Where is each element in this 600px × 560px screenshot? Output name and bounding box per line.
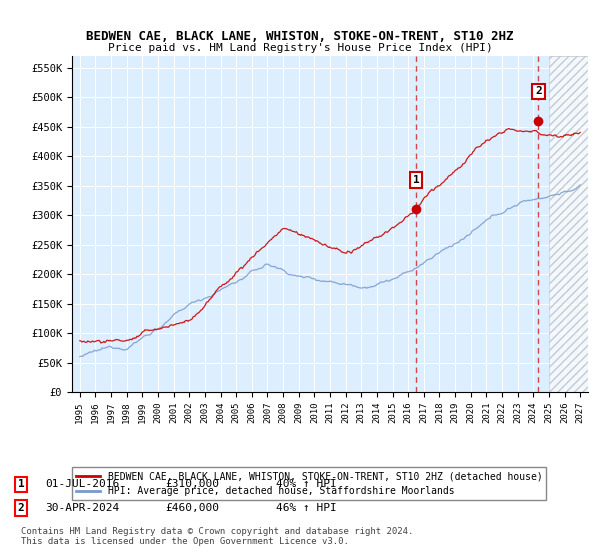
Text: £460,000: £460,000 — [165, 503, 219, 513]
Legend: BEDWEN CAE, BLACK LANE, WHISTON, STOKE-ON-TRENT, ST10 2HZ (detached house), HPI:: BEDWEN CAE, BLACK LANE, WHISTON, STOKE-O… — [72, 468, 547, 500]
Text: 01-JUL-2016: 01-JUL-2016 — [45, 479, 119, 489]
Text: 2: 2 — [17, 503, 25, 513]
Text: Contains HM Land Registry data © Crown copyright and database right 2024.
This d: Contains HM Land Registry data © Crown c… — [21, 526, 413, 546]
Text: Price paid vs. HM Land Registry's House Price Index (HPI): Price paid vs. HM Land Registry's House … — [107, 43, 493, 53]
Text: 2: 2 — [535, 86, 542, 96]
Text: 1: 1 — [413, 175, 419, 185]
Text: 40% ↑ HPI: 40% ↑ HPI — [276, 479, 337, 489]
Text: BEDWEN CAE, BLACK LANE, WHISTON, STOKE-ON-TRENT, ST10 2HZ: BEDWEN CAE, BLACK LANE, WHISTON, STOKE-O… — [86, 30, 514, 43]
Text: 30-APR-2024: 30-APR-2024 — [45, 503, 119, 513]
Text: 46% ↑ HPI: 46% ↑ HPI — [276, 503, 337, 513]
Text: £310,000: £310,000 — [165, 479, 219, 489]
Text: 1: 1 — [17, 479, 25, 489]
